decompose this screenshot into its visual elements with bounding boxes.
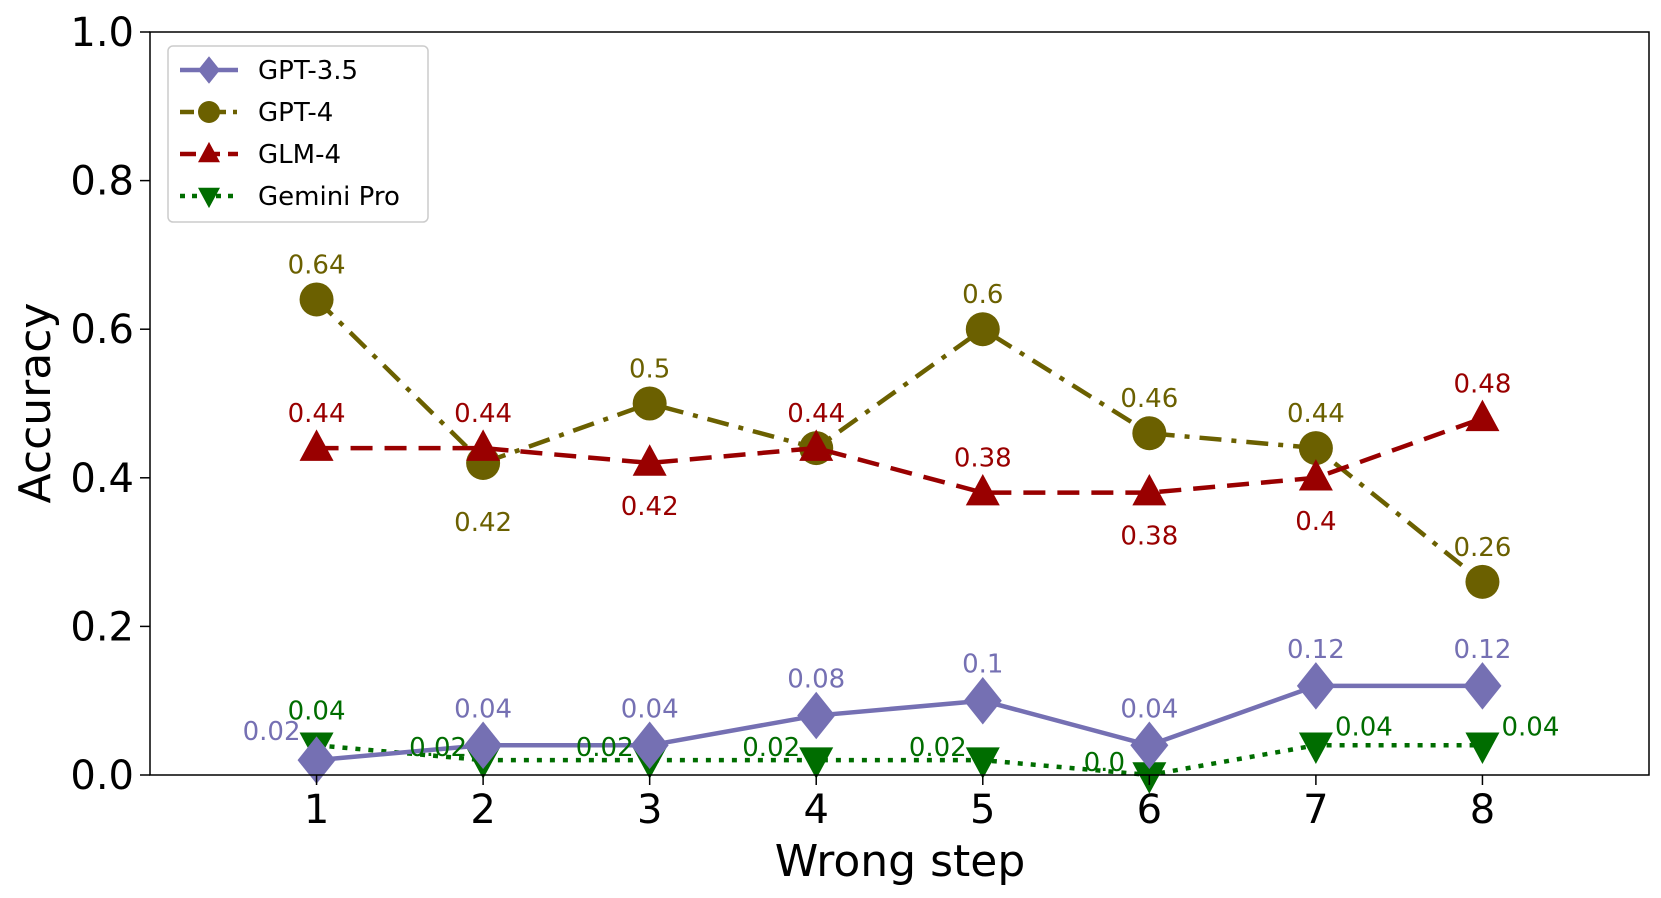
x-axis-ticks: 1 2 3 4 5 6 7 8 (304, 775, 1495, 833)
data-point-marker (466, 429, 501, 461)
legend-entry: Gemini Pro (180, 182, 400, 212)
legend-marker (198, 141, 220, 163)
x-axis-title: Wrong step (775, 836, 1026, 887)
data-label-layer: 0.020.04 0.040.08 0.10.040.12 0.120.640.420… (243, 250, 1560, 778)
y-axis-ticks: 0.0 0.2 0.4 0.6 0.8 1.0 (70, 10, 150, 799)
data-label: 0.42 (454, 508, 512, 538)
data-label: 0.44 (1287, 399, 1345, 429)
data-label: 0.5 (629, 355, 670, 385)
data-label: 0.42 (621, 492, 679, 522)
legend-marker (198, 101, 220, 123)
legend-label: Gemini Pro (258, 182, 400, 212)
data-label: 0.38 (954, 444, 1012, 474)
y-tick-label: 0.6 (70, 307, 134, 353)
data-label: 0.04 (454, 694, 512, 724)
data-label: 0.4 (1295, 507, 1336, 537)
x-tick-label: 7 (1303, 787, 1328, 833)
data-label: 0.6 (962, 280, 1003, 310)
data-point-marker (1465, 732, 1500, 764)
data-label: 0.44 (454, 399, 512, 429)
data-point-marker (297, 736, 336, 784)
data-point-marker (1463, 662, 1502, 710)
data-point-marker (1465, 399, 1500, 432)
data-label: 0.04 (1335, 712, 1393, 742)
data-point-marker (632, 444, 667, 476)
legend-box (167, 45, 429, 223)
data-point-marker (1465, 564, 1500, 599)
data-label: 0.02 (243, 717, 301, 747)
series-line (316, 743, 1483, 778)
data-point-marker (1298, 431, 1333, 466)
data-label: 0.1 (962, 650, 1003, 680)
x-tick-label: 3 (637, 787, 662, 833)
data-point-marker (799, 429, 834, 461)
y-tick-label: 0.8 (70, 159, 134, 205)
data-point-marker (299, 282, 334, 317)
data-label: 0.12 (1453, 635, 1511, 665)
y-axis-title: Accuracy (10, 303, 61, 504)
data-label: 0.44 (787, 399, 845, 429)
data-point-marker (630, 721, 669, 770)
y-tick-label: 0.2 (70, 604, 134, 650)
series-gpt-3-5 (297, 662, 1502, 784)
y-tick-label: 0.4 (70, 456, 134, 502)
data-point-marker (965, 747, 1000, 779)
data-point-marker (1130, 721, 1169, 770)
series-layer (297, 282, 1502, 794)
x-tick-label: 1 (304, 787, 329, 833)
x-tick-label: 4 (803, 787, 828, 833)
legend-marker (198, 56, 220, 84)
data-point-marker (799, 747, 834, 779)
data-label: 0.04 (1120, 694, 1178, 724)
data-label: 0.02 (742, 733, 800, 763)
plot-frame (149, 31, 1650, 776)
legend-entry: GPT-3.5 (180, 56, 358, 86)
data-point-marker (797, 691, 836, 740)
data-point-marker (965, 473, 1000, 506)
data-label: 0.04 (288, 696, 346, 726)
data-point-marker (965, 312, 1000, 347)
data-label: 0.46 (1120, 384, 1178, 414)
data-point-marker (1132, 416, 1167, 451)
data-label: 0.08 (787, 665, 845, 695)
series-line (316, 416, 1484, 495)
data-label: 0.38 (1120, 522, 1178, 552)
data-point-marker (1296, 662, 1335, 710)
legend-label: GPT-4 (258, 98, 333, 128)
legend-label: GLM-4 (258, 140, 341, 170)
data-point-marker (1298, 459, 1333, 491)
data-label: 0.64 (288, 250, 346, 280)
data-label: 0.48 (1453, 369, 1511, 399)
data-label: 0.02 (409, 733, 467, 763)
series-line (316, 683, 1483, 763)
x-tick-label: 8 (1470, 787, 1495, 833)
x-tick-label: 5 (970, 787, 995, 833)
data-point-marker (464, 721, 503, 770)
legend: GPT-3.5 GPT-4 GLM-4 Gemini Pro (167, 45, 429, 223)
x-tick-label: 2 (470, 787, 495, 833)
data-point-marker (1132, 473, 1167, 506)
y-tick-label: 0.0 (70, 753, 134, 799)
data-label: 0.04 (1501, 712, 1559, 742)
legend-entry: GPT-4 (180, 98, 333, 128)
data-label: 0.44 (288, 399, 346, 429)
y-tick-label: 1.0 (70, 10, 134, 56)
data-point-marker (299, 429, 334, 461)
legend-label: GPT-3.5 (258, 56, 358, 86)
data-label: 0.04 (621, 694, 679, 724)
legend-entry: GLM-4 (180, 140, 341, 170)
legend-marker (198, 187, 220, 209)
data-point-marker (963, 676, 1002, 725)
data-label: 0.02 (909, 733, 967, 763)
series-glm-4 (299, 399, 1500, 506)
data-label: 0.02 (576, 733, 634, 763)
data-label: 0.12 (1287, 635, 1345, 665)
data-label: 0.26 (1453, 533, 1511, 563)
x-tick-label: 6 (1137, 787, 1162, 833)
data-label: 0.0 (1084, 748, 1125, 778)
data-point-marker (632, 386, 667, 421)
data-point-marker (1298, 732, 1333, 764)
